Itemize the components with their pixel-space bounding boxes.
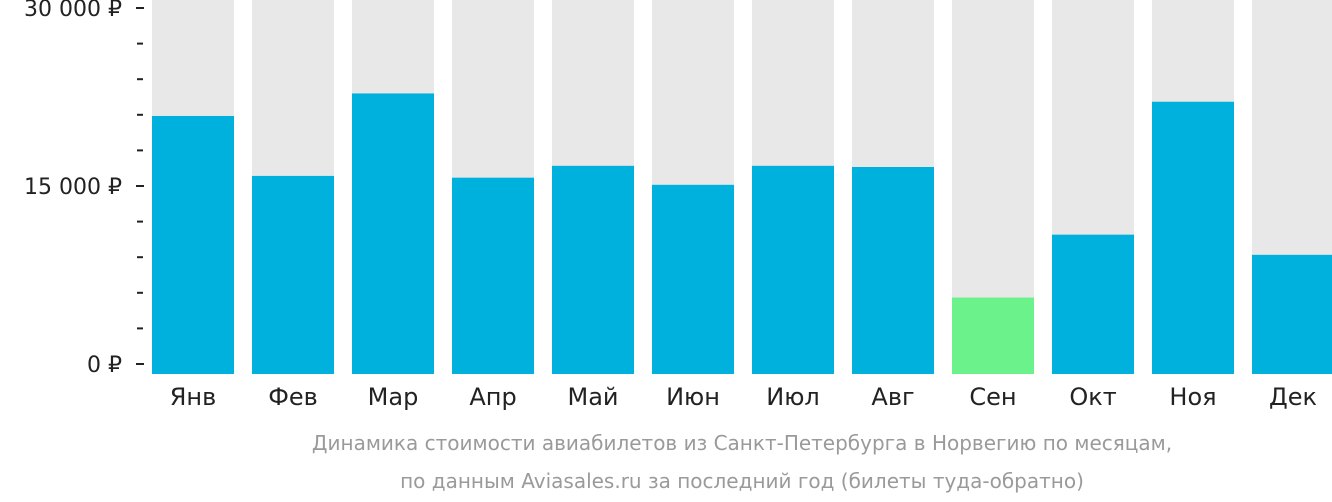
x-tick-label-10: Окт (1069, 383, 1116, 411)
bar-6 (652, 184, 734, 374)
bar-11 (1152, 101, 1234, 374)
y-tick-label-2: 15 000 ₽ (24, 175, 122, 200)
x-tick-label-7: Июл (766, 383, 820, 411)
x-tick-label-2: Фев (268, 383, 318, 411)
x-tick-label-1: Янв (170, 383, 217, 411)
bar-7 (752, 165, 834, 374)
caption-line-1: Динамика стоимости авиабилетов из Санкт-… (312, 431, 1172, 455)
y-tick-label-3: 30 000 ₽ (24, 0, 122, 22)
x-axis: Янв Фев Мар Апр Май Июн Июл Авг Сен Окт Ноя Дек (170, 383, 1317, 411)
x-tick-label-4: Апр (469, 383, 516, 411)
x-tick-label-12: Дек (1269, 383, 1317, 411)
x-tick-label-5: Май (567, 383, 618, 411)
bar-9 (952, 297, 1034, 374)
x-tick-label-6: Июн (666, 383, 720, 411)
x-tick-label-8: Авг (871, 383, 914, 411)
x-tick-label-9: Сен (969, 383, 1016, 411)
caption-line-2: по данным Aviasales.ru за последний год … (400, 469, 1084, 493)
bar-5 (552, 165, 634, 374)
bar-2 (252, 175, 334, 374)
bar-4 (452, 177, 534, 374)
y-tick-label-1: 0 ₽ (87, 353, 122, 378)
bar-12 (1252, 254, 1332, 374)
bar-10 (1052, 234, 1134, 374)
x-tick-label-3: Мар (368, 383, 419, 411)
bar-8 (852, 167, 934, 374)
y-axis: 0 ₽ 15 000 ₽ 30 000 ₽ (24, 0, 144, 378)
x-tick-label-11: Ноя (1169, 383, 1216, 411)
bars (152, 93, 1332, 374)
bar-3 (352, 93, 434, 374)
bar-1 (152, 115, 234, 374)
